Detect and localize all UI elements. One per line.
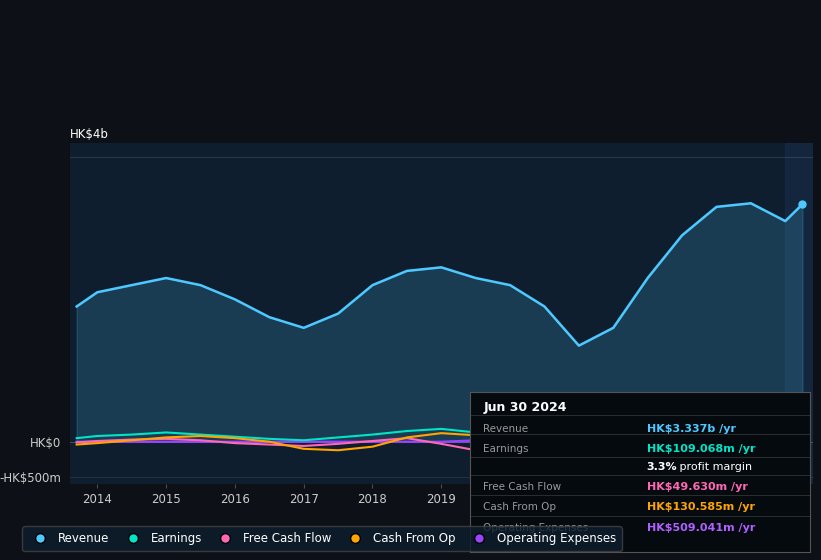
Text: HK$4b: HK$4b: [70, 128, 108, 141]
Text: 3.3%: 3.3%: [647, 462, 677, 472]
Text: HK$509.041m /yr: HK$509.041m /yr: [647, 523, 755, 533]
Text: HK$130.585m /yr: HK$130.585m /yr: [647, 502, 754, 512]
Text: Free Cash Flow: Free Cash Flow: [484, 482, 562, 492]
Text: Earnings: Earnings: [484, 444, 529, 454]
Text: Jun 30 2024: Jun 30 2024: [484, 401, 566, 414]
Text: HK$109.068m /yr: HK$109.068m /yr: [647, 444, 755, 454]
Bar: [785, 143, 813, 484]
Text: HK$3.337b /yr: HK$3.337b /yr: [647, 424, 736, 434]
Text: Operating Expenses: Operating Expenses: [484, 523, 589, 533]
Text: Cash From Op: Cash From Op: [484, 502, 557, 512]
Text: profit margin: profit margin: [676, 462, 752, 472]
Legend: Revenue, Earnings, Free Cash Flow, Cash From Op, Operating Expenses: Revenue, Earnings, Free Cash Flow, Cash …: [22, 526, 621, 551]
Text: Revenue: Revenue: [484, 424, 529, 434]
Text: HK$49.630m /yr: HK$49.630m /yr: [647, 482, 748, 492]
